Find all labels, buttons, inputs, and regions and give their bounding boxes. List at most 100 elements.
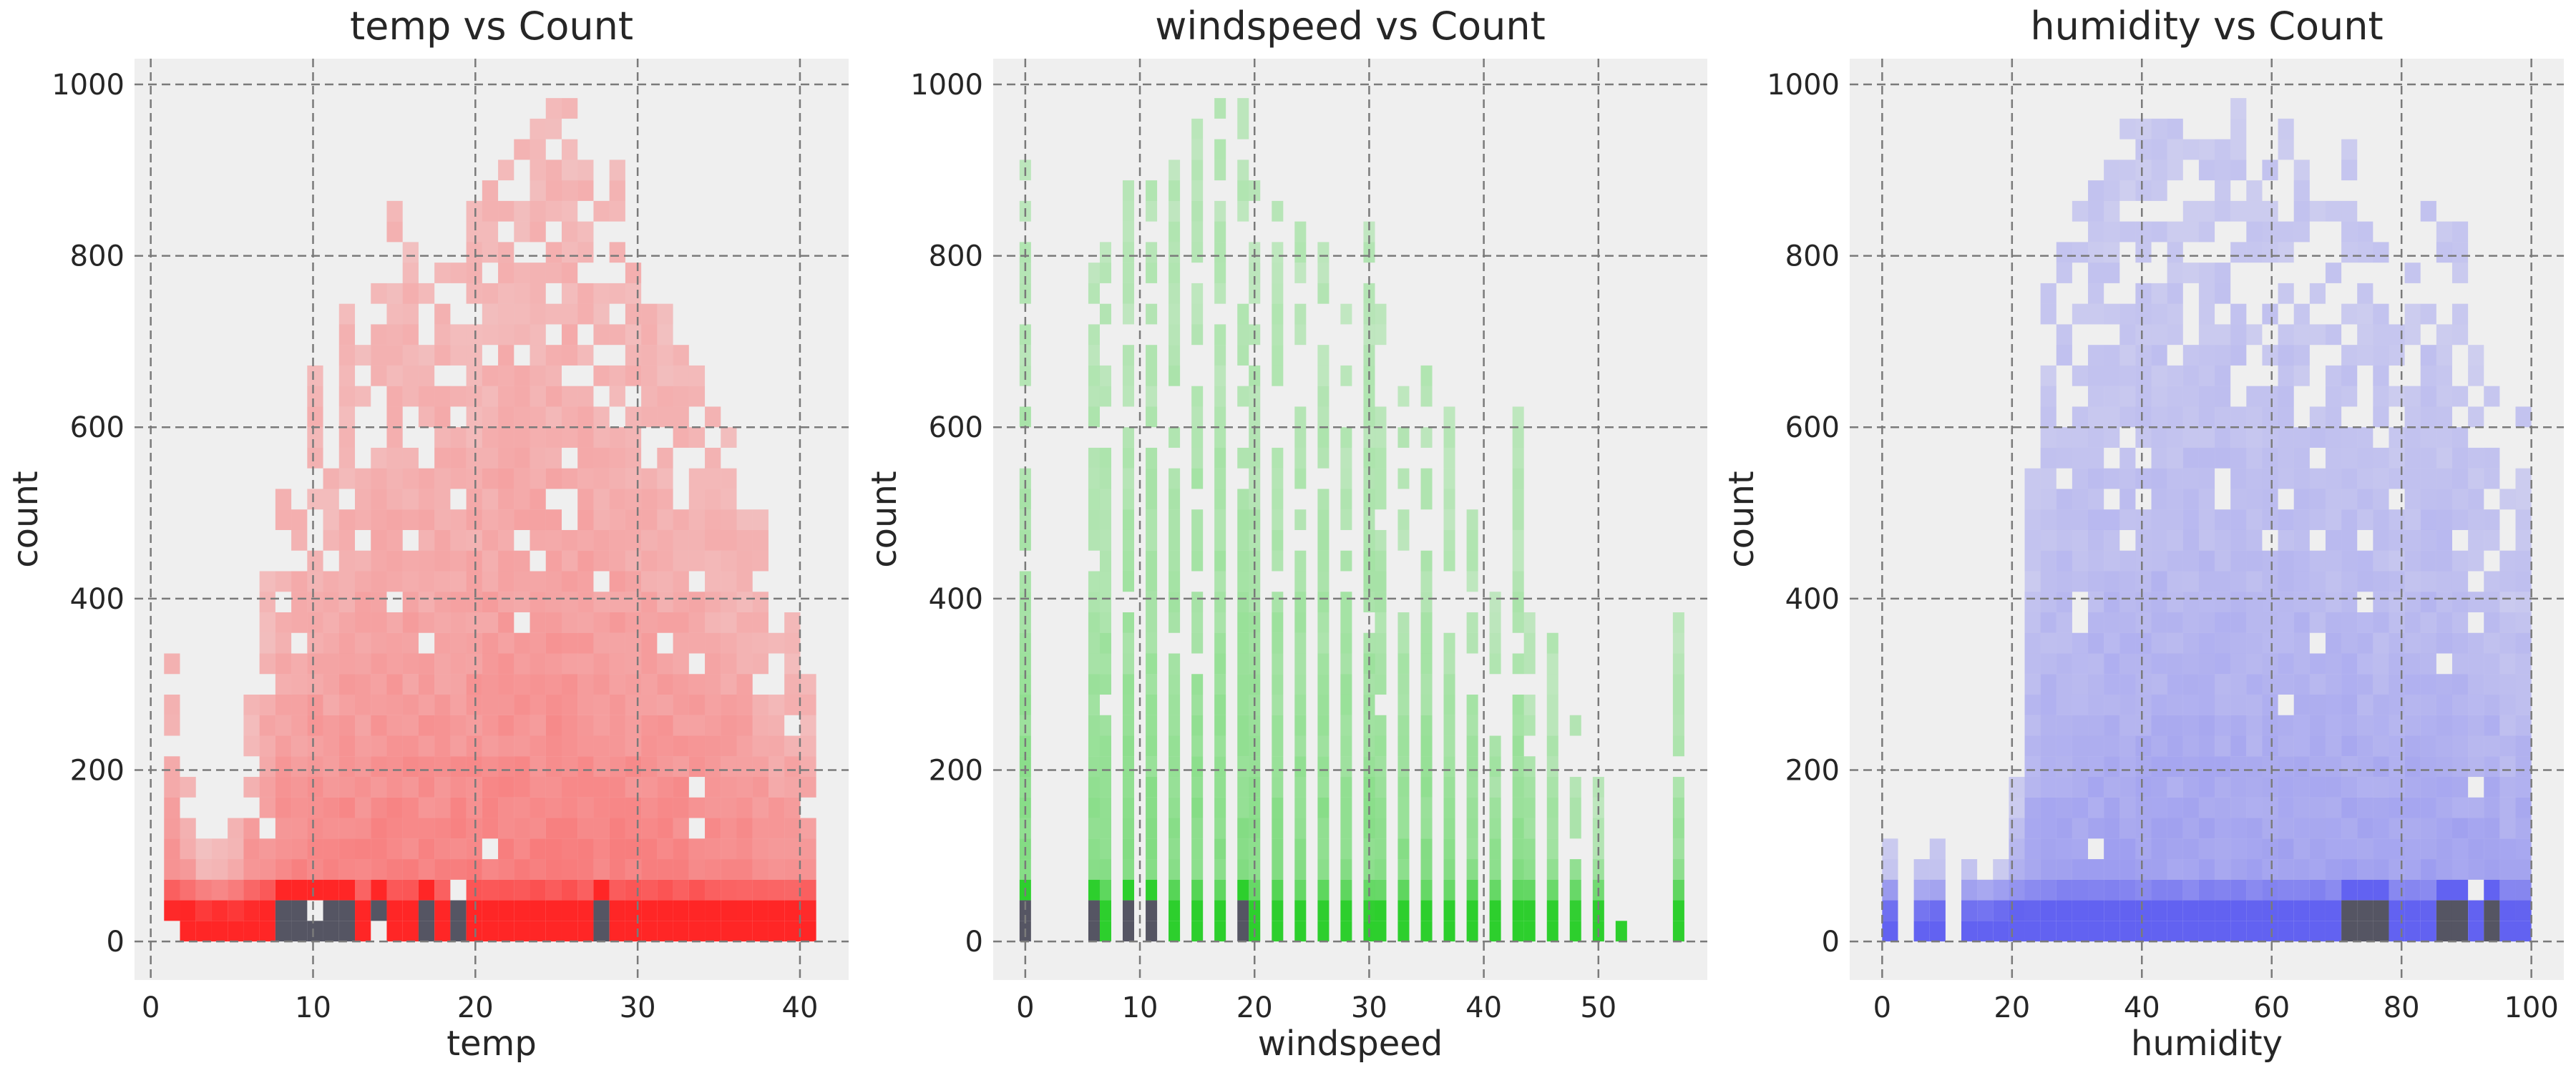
bin-cell [1169, 777, 1181, 798]
bin-cell [2198, 838, 2215, 860]
bin-cell [545, 160, 562, 181]
bin-cell [1546, 777, 1558, 798]
bin-cell [2451, 921, 2469, 942]
bin-cell [1546, 838, 1558, 860]
bin-cell [2135, 427, 2152, 448]
bin-cell [657, 365, 673, 386]
bin-cell [752, 797, 769, 818]
bin-cell [705, 529, 721, 551]
bin-cell [2104, 365, 2120, 386]
bin-cell [1122, 838, 1135, 860]
bin-cell [466, 447, 482, 469]
bin-cell [784, 900, 801, 921]
bin-cell [1340, 303, 1352, 325]
bin-cell [2024, 550, 2041, 572]
bin-cell [386, 386, 403, 407]
bin-cell [2515, 921, 2532, 942]
bin-cell [2151, 900, 2167, 921]
bin-cell [434, 529, 451, 551]
bin-cell [259, 777, 275, 798]
bin-cell [338, 797, 356, 818]
bin-cell [1169, 674, 1181, 695]
bin-cell [1099, 242, 1111, 263]
bin-cell [2119, 756, 2136, 778]
bin-cell [1443, 674, 1455, 695]
bin-cell [2293, 756, 2310, 778]
bin-cell [1099, 447, 1111, 469]
bin-cell [1420, 777, 1433, 798]
bin-cell [1466, 818, 1478, 839]
bin-cell [2262, 489, 2278, 510]
bin-cell [355, 386, 371, 407]
bin-cell [2293, 695, 2310, 715]
bin-cell [2468, 818, 2484, 839]
bin-cell [338, 324, 356, 346]
bin-cell [355, 818, 371, 839]
bin-cell [164, 756, 180, 778]
bin-cell [2357, 612, 2373, 633]
bin-cell [2420, 365, 2436, 386]
bin-cell [530, 303, 546, 325]
bin-cell [2404, 592, 2421, 612]
bin-cell [545, 427, 562, 448]
bin-cell [386, 406, 403, 428]
bin-cell [1088, 283, 1100, 304]
bin-cell [1191, 921, 1204, 942]
bin-cell [275, 612, 292, 633]
bin-cell [577, 879, 594, 901]
bin-cell [338, 735, 356, 757]
bin-cell [688, 838, 706, 860]
bin-cell [2072, 447, 2089, 469]
bin-cell [418, 879, 435, 901]
bin-cell [434, 447, 451, 469]
bin-cell [2278, 859, 2294, 880]
bin-cell [2404, 447, 2421, 469]
bin-cell [2468, 468, 2484, 489]
bin-cell [2357, 303, 2373, 325]
bin-cell [577, 592, 594, 612]
bin-cell [2135, 571, 2152, 592]
bin-cell [1088, 653, 1100, 675]
bin-cell [514, 859, 530, 880]
bin-cell [195, 921, 212, 942]
bin-cell [2262, 468, 2278, 489]
bin-cell [2135, 632, 2152, 654]
bin-cell [323, 921, 339, 942]
bin-cell [2484, 468, 2500, 489]
bin-cell [498, 818, 514, 839]
bin-cell [2182, 756, 2199, 778]
bin-cell [657, 756, 673, 778]
bin-cell [291, 921, 308, 942]
bin-cell [545, 550, 562, 572]
bin-cell [2072, 838, 2089, 860]
bin-cell [2420, 529, 2436, 551]
bin-cell [625, 674, 642, 695]
bin-cell [275, 921, 292, 942]
bin-cell [2325, 406, 2342, 428]
bin-cell [2278, 550, 2294, 572]
bin-cell [1993, 859, 2009, 880]
bin-cell [2373, 632, 2389, 654]
bin-cell [673, 900, 689, 921]
bin-cell [2024, 879, 2041, 901]
bin-cell [2151, 468, 2167, 489]
bin-cell [1294, 571, 1307, 592]
bin-cell [736, 900, 753, 921]
bin-cell [2088, 592, 2104, 612]
bin-cell [2341, 735, 2358, 757]
bin-cell [2215, 735, 2231, 757]
bin-cell [2357, 674, 2373, 695]
bin-cell [434, 263, 451, 283]
bin-cell [2262, 797, 2278, 818]
bin-cell [2468, 345, 2484, 366]
bin-cell [1099, 735, 1111, 757]
bin-cell [1466, 777, 1478, 798]
bin-cell [1146, 632, 1158, 654]
bin-cell [1169, 797, 1181, 818]
bin-cell [2151, 859, 2167, 880]
bin-cell [1569, 900, 1581, 921]
bin-cell [2167, 592, 2183, 612]
bin-cell [2182, 900, 2199, 921]
bin-cell [307, 777, 323, 798]
bin-cell [1512, 695, 1524, 715]
